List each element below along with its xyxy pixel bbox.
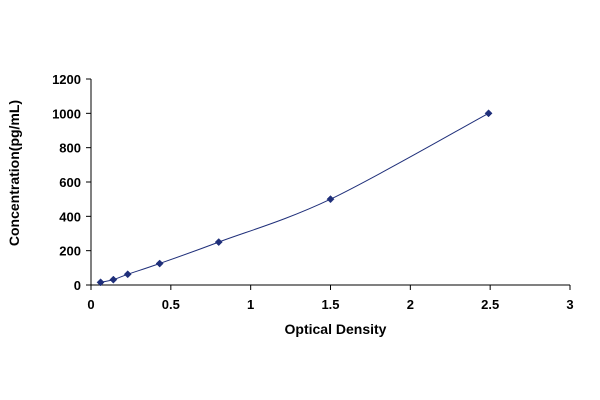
x-tick-label: 1 — [247, 297, 254, 312]
x-tick-label: 2.5 — [481, 297, 499, 312]
x-axis-ticks: 0 0.5 1 1.5 2 2.5 3 — [87, 285, 574, 312]
y-tick-label: 400 — [59, 209, 81, 224]
data-point — [155, 259, 164, 268]
x-tick-label: 0.5 — [162, 297, 180, 312]
data-point — [326, 195, 335, 204]
y-tick-label: 600 — [59, 175, 81, 190]
x-axis-title: Optical Density — [285, 321, 387, 337]
y-axis-title: Concentration(pg/mL) — [6, 100, 22, 246]
x-tick-label: 0 — [87, 297, 94, 312]
fit-curve — [100, 112, 489, 283]
y-axis-ticks: 0 200 400 600 800 1000 1200 — [52, 72, 91, 293]
data-points — [96, 109, 493, 287]
data-point — [96, 278, 105, 287]
data-point — [484, 109, 493, 118]
x-tick-label: 3 — [566, 297, 573, 312]
y-tick-label: 0 — [74, 278, 81, 293]
data-point — [109, 275, 118, 284]
y-tick-label: 800 — [59, 141, 81, 156]
data-point — [214, 238, 223, 247]
y-tick-label: 200 — [59, 244, 81, 259]
x-tick-label: 1.5 — [321, 297, 339, 312]
y-tick-label: 1200 — [52, 72, 81, 87]
data-point — [123, 270, 132, 279]
y-tick-label: 1000 — [52, 106, 81, 121]
x-tick-label: 2 — [407, 297, 414, 312]
